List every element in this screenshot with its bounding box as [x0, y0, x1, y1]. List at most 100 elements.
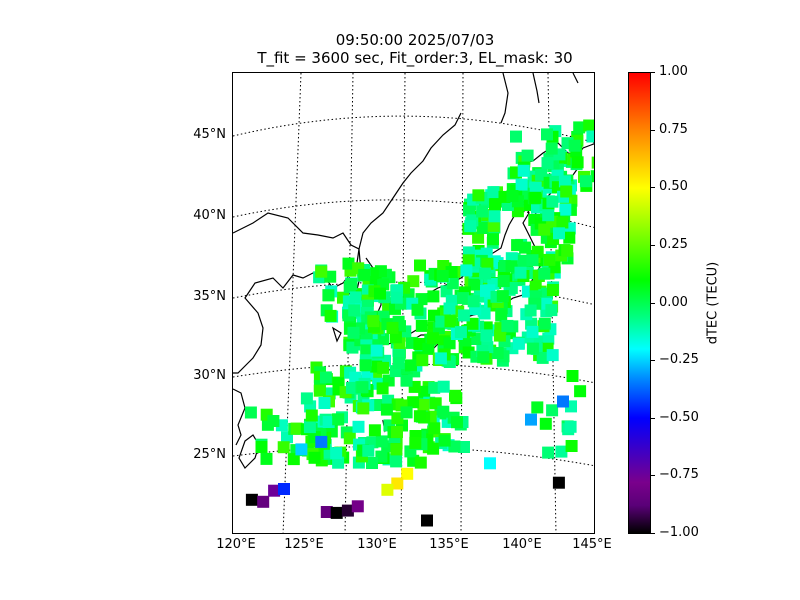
dtec-point: [457, 309, 470, 322]
lon-label-125: 125°E: [284, 537, 324, 552]
dtec-point: [414, 456, 427, 469]
dtec-point: [480, 329, 493, 342]
dtec-point: [367, 315, 380, 328]
dtec-point: [392, 357, 405, 370]
dtec-point: [278, 483, 290, 495]
dtec-point: [352, 420, 365, 433]
dtec-point: [560, 185, 573, 198]
dtec-point: [545, 142, 558, 155]
dtec-point: [426, 332, 439, 345]
dtec-point: [542, 332, 555, 345]
dtec-point: [348, 304, 361, 317]
dtec-point: [464, 220, 477, 233]
dtec-point: [444, 315, 457, 328]
dtec-point: [552, 476, 565, 489]
dtec-point: [257, 495, 270, 508]
dtec-point: [417, 399, 430, 411]
colorbar-tick-label: 0.50: [659, 179, 688, 195]
dtec-point: [558, 175, 571, 188]
dtec-point: [413, 410, 426, 423]
colorbar-tick-label: 0.75: [659, 121, 688, 137]
dtec-point: [343, 281, 356, 294]
dtec-point: [541, 157, 554, 170]
dtec-point: [411, 303, 424, 316]
dtec-point: [506, 190, 519, 202]
dtec-point: [511, 239, 524, 252]
dtec-point: [368, 424, 381, 437]
dtec-point: [451, 416, 463, 429]
dtec-point: [315, 435, 328, 448]
colorbar-tick-label: −1.00: [659, 525, 699, 540]
lat-label-30: 30°N: [193, 368, 226, 383]
dtec-point: [267, 415, 280, 427]
dtec-point: [488, 210, 501, 223]
dtec-point: [574, 385, 587, 398]
dtec-point: [245, 493, 258, 506]
lon-label-130: 130°E: [357, 537, 397, 552]
lat-label-35: 35°N: [193, 289, 226, 304]
dtec-point: [390, 291, 403, 304]
dtec-point: [427, 442, 440, 455]
dtec-point: [517, 164, 530, 177]
dtec-point: [516, 254, 529, 267]
dtec-point: [362, 444, 375, 457]
dtec-point: [536, 351, 549, 364]
dtec-point: [497, 275, 510, 287]
dtec-point: [360, 344, 373, 357]
dtec-point: [422, 342, 435, 355]
dtec-point: [546, 284, 559, 296]
colorbar-tick: [651, 302, 655, 304]
dtec-point: [347, 326, 360, 339]
dtec-point: [391, 412, 404, 425]
dtec-point: [521, 149, 534, 162]
dtec-point: [322, 416, 335, 428]
dtec-point: [351, 500, 364, 513]
dtec-point: [565, 440, 578, 452]
dtec-point: [546, 404, 559, 417]
dtec-point: [553, 227, 565, 240]
dtec-point: [487, 233, 499, 246]
dtec-point: [332, 413, 345, 426]
dtec-point: [308, 451, 321, 464]
dtec-point: [356, 381, 369, 394]
dtec-point: [277, 441, 290, 454]
dtec-point: [357, 402, 370, 415]
dtec-point: [381, 483, 394, 496]
dtec-point: [493, 329, 506, 342]
dtec-point: [542, 446, 555, 459]
dtec-point: [437, 405, 450, 418]
plot-subtitle: T_fit = 3600 sec, Fit_order:3, EL_mask: …: [257, 49, 573, 67]
dtec-point: [436, 270, 449, 282]
dtec-point: [415, 319, 428, 332]
dtec-point: [377, 361, 390, 374]
dtec-point: [591, 156, 594, 169]
dtec-point: [330, 506, 343, 519]
dtec-point: [531, 401, 544, 414]
dtec-point: [322, 289, 335, 302]
colorbar-tick-label: 1.00: [659, 64, 688, 79]
dtec-point: [529, 181, 542, 194]
dtec-point: [525, 413, 537, 426]
dtec-point: [434, 352, 447, 365]
dtec-point: [391, 426, 403, 438]
dtec-point: [489, 198, 501, 211]
dtec-point: [366, 457, 378, 469]
dtec-point: [460, 264, 473, 277]
dtec-point: [313, 384, 326, 397]
dtec-point: [488, 255, 501, 268]
dtec-point: [555, 445, 568, 458]
dtec-point: [428, 381, 441, 394]
dtec-point: [324, 270, 337, 283]
colorbar-tick: [651, 72, 655, 73]
dtec-point: [330, 447, 343, 460]
dtec-point: [427, 290, 440, 303]
colorbar-tick-label: −0.25: [659, 352, 699, 368]
dtec-point: [546, 195, 559, 208]
dtec-point: [370, 344, 383, 357]
dtec-point: [467, 295, 480, 308]
map-panel: [232, 72, 595, 534]
dtec-point: [407, 396, 420, 409]
dtec-point: [487, 219, 500, 232]
lon-label-120: 120°E: [216, 537, 256, 552]
dtec-point: [407, 275, 420, 288]
